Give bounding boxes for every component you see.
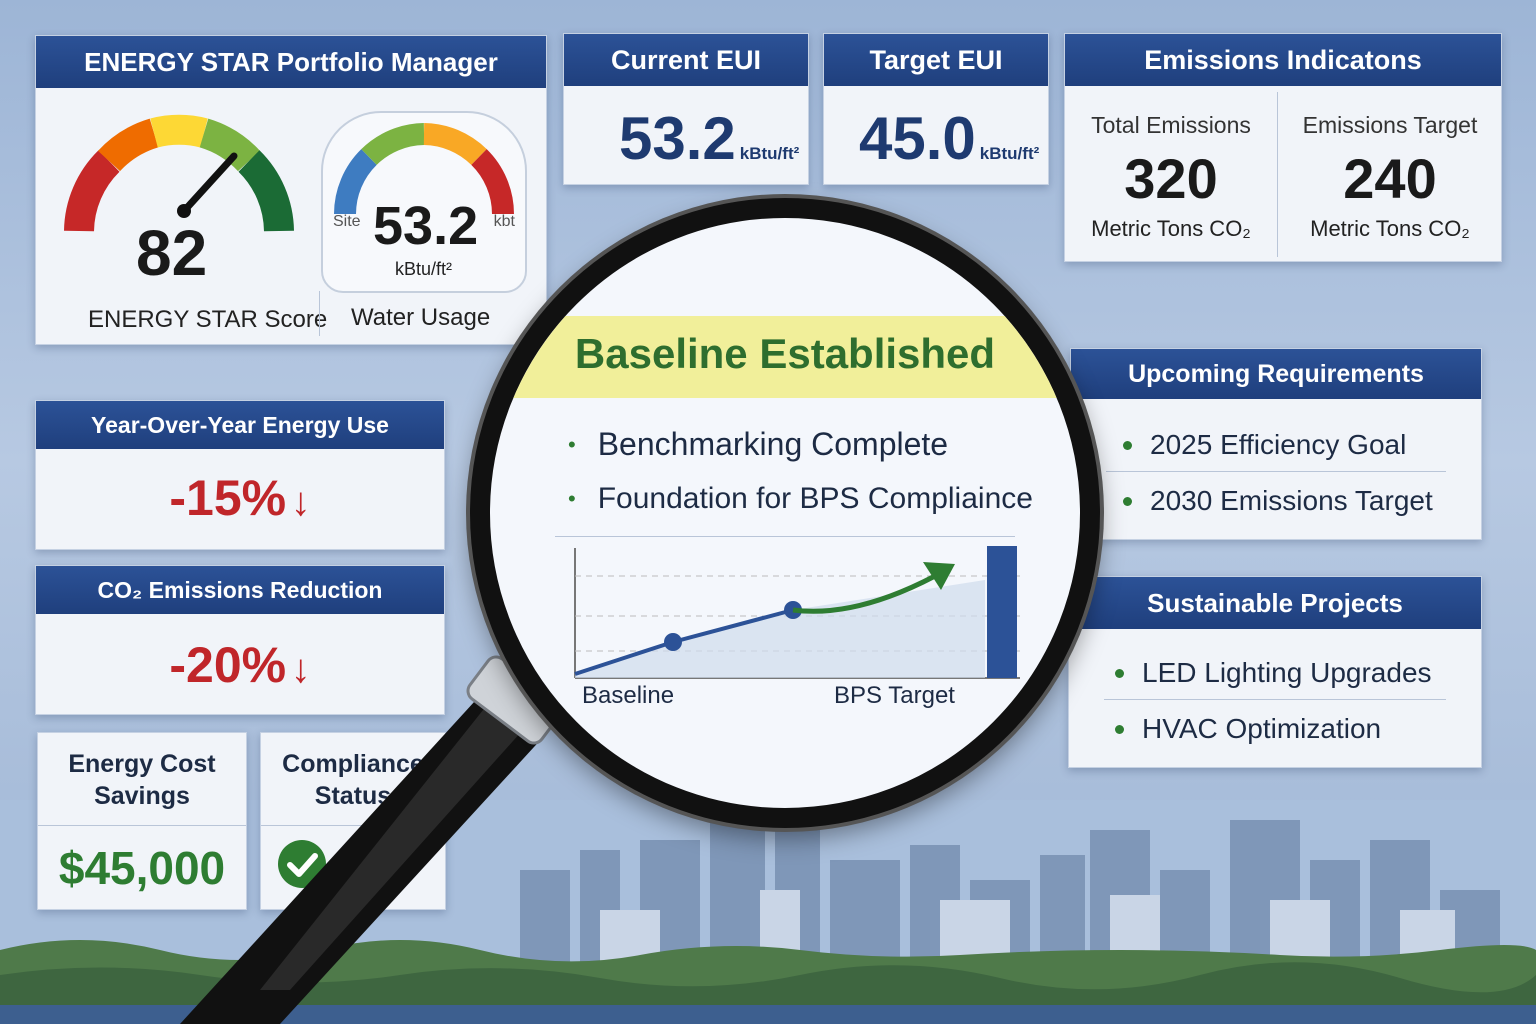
- target-eui-unit: kBtu/ft²: [979, 144, 1040, 163]
- bullet-icon: [1123, 440, 1132, 450]
- water-gauge-arc: [334, 123, 514, 215]
- baseline-title-banner: [490, 316, 1080, 398]
- portfolio-manager-title: ENERGY STAR Portfolio Manager: [36, 36, 546, 88]
- bps-target-bar: [987, 546, 1017, 678]
- water-usage-label: Water Usage: [351, 304, 491, 331]
- energy-star-score-gauge: [64, 114, 294, 232]
- total-emissions-value: 320: [1124, 147, 1218, 210]
- chart-x-start-label: Baseline: [582, 682, 675, 709]
- upcoming-requirements-panel: Upcoming Requirements 2025 Efficiency Go…: [1070, 348, 1482, 540]
- emissions-divider: [1277, 92, 1278, 257]
- water-usage-unit: kBtu/ft²: [395, 259, 453, 279]
- compliance-title: Compliance Status: [282, 750, 424, 810]
- list-item: • Foundation for BPS Compliaince: [568, 482, 1033, 516]
- baseline-trend-chart: [574, 546, 1020, 679]
- list-item: 2030 Emissions Target: [1123, 485, 1433, 517]
- co2-reduction-value: -20%: [169, 637, 287, 693]
- magnifier-handle: [180, 655, 564, 1024]
- project-item-1: LED Lighting Upgrades: [1142, 657, 1432, 688]
- energy-cost-title: Energy Cost Savings: [68, 750, 216, 810]
- emissions-target-label: Emissions Target: [1302, 112, 1478, 138]
- baseline-item-1: Benchmarking Complete: [597, 426, 949, 462]
- emissions-target-value: 240: [1343, 147, 1437, 210]
- down-arrow-icon: ↓: [290, 480, 311, 524]
- portfolio-manager-panel: ENERGY STAR Portfolio Manager 82 ENERGY …: [35, 35, 547, 345]
- co2-reduction-title: CO₂ Emissions Reduction: [36, 566, 444, 614]
- water-side-right: kbt: [493, 213, 515, 230]
- total-emissions-unit: Metric Tons CO₂: [1091, 216, 1251, 241]
- baseline-title: Baseline Established: [574, 330, 996, 377]
- co2-reduction-panel: CO₂ Emissions Reduction -20% ↓: [35, 565, 445, 715]
- chart-point: [664, 633, 682, 651]
- emissions-title: Emissions Indicatons: [1065, 34, 1501, 86]
- yoy-energy-title: Year-Over-Year Energy Use: [36, 401, 444, 449]
- project-item-2: HVAC Optimization: [1142, 713, 1382, 744]
- list-item: LED Lighting Upgrades: [1115, 657, 1432, 689]
- magnifier-lens: Baseline Established • Benchmarking Comp…: [470, 198, 1100, 828]
- down-arrow-icon: ↓: [290, 647, 311, 691]
- water-usage-gauge: Site 53.2 kbt kBtu/ft²: [321, 111, 527, 293]
- upcoming-item-2: 2030 Emissions Target: [1150, 485, 1433, 516]
- current-eui-value: 53.2: [619, 105, 736, 172]
- sustainable-projects-panel: Sustainable Projects LED Lighting Upgrad…: [1068, 576, 1482, 768]
- list-item: • Benchmarking Complete: [568, 426, 948, 463]
- list-item: 2025 Efficiency Goal: [1123, 429, 1406, 461]
- baseline-item-2: Foundation for BPS Compliaince: [597, 482, 1033, 515]
- bullet-icon: [1115, 668, 1124, 678]
- gauge-divider: [319, 291, 320, 336]
- emissions-panel: Emissions Indicatons Total Emissions 320…: [1064, 33, 1502, 262]
- checkmark-icon: [278, 840, 326, 888]
- target-eui-panel: Target EUI 45.0 kBtu/ft²: [823, 33, 1049, 185]
- sustainable-projects-title: Sustainable Projects: [1069, 577, 1481, 629]
- upcoming-requirements-title: Upcoming Requirements: [1071, 349, 1481, 399]
- bullet-icon: [1115, 724, 1124, 734]
- target-eui-title: Target EUI: [824, 34, 1048, 86]
- bullet-icon: [1123, 496, 1132, 506]
- energy-star-score-label: ENERGY STAR Score: [88, 306, 328, 333]
- current-eui-unit: kBtu/ft²: [739, 144, 800, 163]
- water-usage-value: 53.2: [373, 196, 479, 256]
- water-side-left: Site: [333, 213, 361, 230]
- energy-star-score-value: 82: [136, 217, 208, 289]
- energy-cost-panel: Energy Cost Savings $45,000: [37, 732, 247, 910]
- upcoming-item-1: 2025 Efficiency Goal: [1150, 429, 1407, 460]
- current-eui-title: Current EUI: [564, 34, 808, 86]
- energy-cost-value: $45,000: [58, 842, 226, 894]
- compliance-panel: Compliance Status: [260, 732, 446, 910]
- target-eui-value: 45.0: [859, 105, 976, 172]
- bullet-icon: •: [568, 431, 576, 457]
- emissions-target-unit: Metric Tons CO₂: [1310, 216, 1470, 241]
- total-emissions-label: Total Emissions: [1091, 112, 1251, 138]
- yoy-energy-panel: Year-Over-Year Energy Use -15% ↓: [35, 400, 445, 550]
- yoy-energy-value: -15%: [169, 470, 287, 526]
- bullet-icon: •: [568, 486, 576, 511]
- chart-x-end-label: BPS Target: [834, 682, 955, 709]
- list-item: HVAC Optimization: [1115, 713, 1381, 745]
- city-skyline: [0, 800, 1536, 1024]
- current-eui-panel: Current EUI 53.2 kBtu/ft²: [563, 33, 809, 185]
